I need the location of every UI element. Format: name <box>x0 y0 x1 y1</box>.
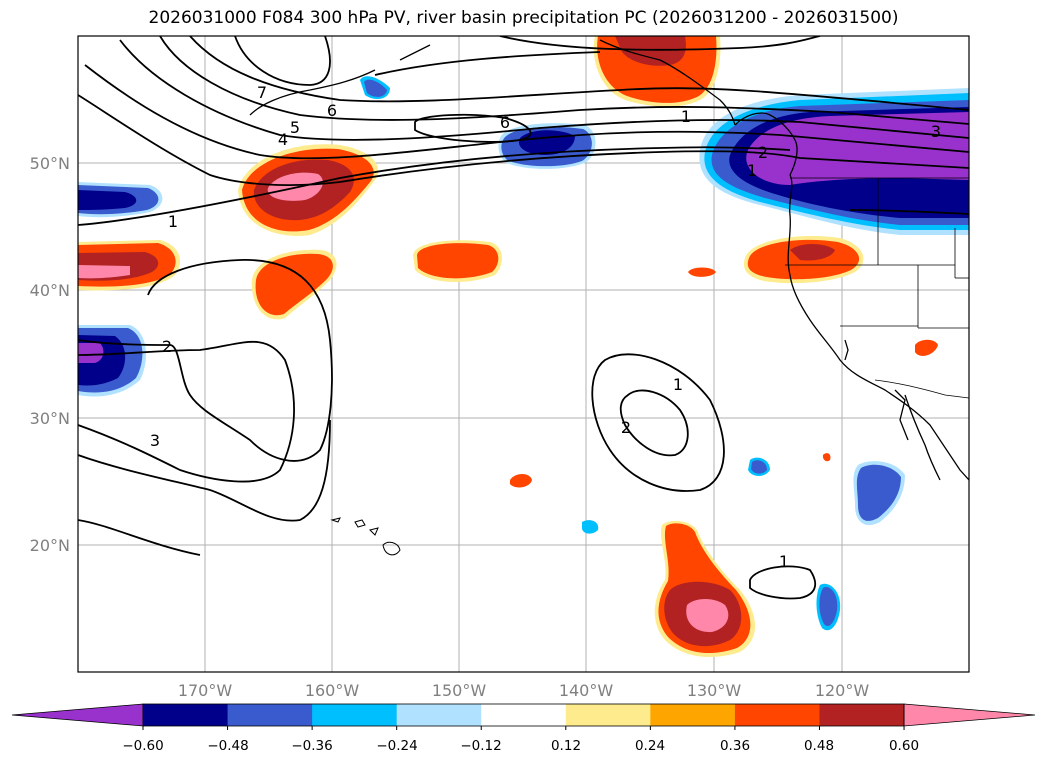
colorbar-tick-labels: −0.60 −0.48 −0.36 −0.24 −0.12 0.12 0.24 … <box>122 738 919 754</box>
colorbar-segment <box>650 704 736 726</box>
colorbar-segment <box>143 704 229 726</box>
contour-label: 1 <box>779 552 789 571</box>
contour-label: 1 <box>168 212 178 231</box>
colorbar-tick-label: −0.36 <box>291 738 332 754</box>
colorbar-extend-min <box>11 703 144 727</box>
contour-label: 6 <box>327 101 337 120</box>
coastlines <box>249 39 969 481</box>
contour-label: 6 <box>500 113 510 132</box>
hawaii-islands <box>330 517 401 556</box>
pos-anomaly-west-42n <box>78 240 180 291</box>
pos-anomaly-blob-b <box>413 240 502 282</box>
pos-anomaly-blob-a <box>251 249 337 320</box>
colorbar-tick-label: 0.60 <box>889 738 919 754</box>
contour-label: 7 <box>257 83 267 102</box>
colorbar-tick-label: 0.48 <box>804 738 834 754</box>
colorbar-segment <box>312 704 398 726</box>
pos-anomaly-small-patches <box>510 267 938 488</box>
colorbar-tick-label: −0.12 <box>460 738 501 754</box>
pv-contours <box>78 36 969 600</box>
contour-label: 3 <box>931 122 941 141</box>
pos-anomaly-california <box>743 236 864 284</box>
neg-anomaly-small-patches <box>360 76 905 631</box>
lon-label-120w: 120°W <box>815 681 870 700</box>
lon-label-150w: 150°W <box>432 681 487 700</box>
pos-anomaly-ne-pacific <box>238 144 379 236</box>
colorbar-segment <box>396 704 482 726</box>
contour-label: 1 <box>673 375 683 394</box>
colorbar-tick-label: 0.36 <box>720 738 750 754</box>
neg-anomaly-pacific-nw <box>699 88 969 235</box>
lon-label-130w: 130°W <box>687 681 742 700</box>
contour-label: 3 <box>150 431 160 450</box>
lat-label-20n: 20°N <box>30 536 70 555</box>
colorbar-tick-label: −0.48 <box>207 738 248 754</box>
contour-labels: 7 6 5 4 6 1 2 3 1 2 1 3 2 1 1 <box>150 83 941 571</box>
contour-label: 4 <box>278 130 288 149</box>
neg-anomaly-west-48n <box>78 182 163 218</box>
contour-label: 2 <box>162 337 172 356</box>
lon-label-140w: 140°W <box>559 681 614 700</box>
contour-label: 1 <box>747 161 757 180</box>
contour-label: 2 <box>621 418 631 437</box>
colorbar: −0.60 −0.48 −0.36 −0.24 −0.12 0.12 0.24 … <box>11 703 1036 754</box>
borders <box>785 177 969 399</box>
colorbar-tick-label: 0.24 <box>635 738 665 754</box>
longitude-labels: 170°W 160°W 150°W 140°W 130°W 120°W <box>178 681 870 700</box>
contour-label: 5 <box>290 118 300 137</box>
lat-label-40n: 40°N <box>30 281 70 300</box>
contour-label: 1 <box>681 107 691 126</box>
colorbar-extend-max <box>903 703 1036 727</box>
colorbar-tick-label: −0.24 <box>376 738 417 754</box>
lon-label-160w: 160°W <box>305 681 360 700</box>
colorbar-tick-label: −0.60 <box>122 738 163 754</box>
lat-label-30n: 30°N <box>30 409 70 428</box>
map-title: 2026031000 F084 300 hPa PV, river basin … <box>148 8 899 28</box>
latitude-labels: 50°N 40°N 30°N 20°N <box>30 154 70 555</box>
colorbar-tick-label: 0.12 <box>551 738 581 754</box>
lon-label-170w: 170°W <box>178 681 233 700</box>
colorbar-segment <box>227 704 313 726</box>
colorbar-segment <box>734 704 821 726</box>
colorbar-outline <box>142 703 905 727</box>
colorbar-segment <box>481 704 567 726</box>
colorbar-segment <box>819 704 905 726</box>
colorbar-segment <box>565 704 651 726</box>
map-plot-area: 7 6 5 4 6 1 2 3 1 2 1 3 2 1 1 <box>77 35 970 673</box>
contour-label: 2 <box>758 143 768 162</box>
pos-anomaly-subtropical <box>654 520 755 657</box>
lat-label-50n: 50°N <box>30 154 70 173</box>
map-frame <box>77 35 970 673</box>
colorbar-segments <box>11 703 1036 730</box>
